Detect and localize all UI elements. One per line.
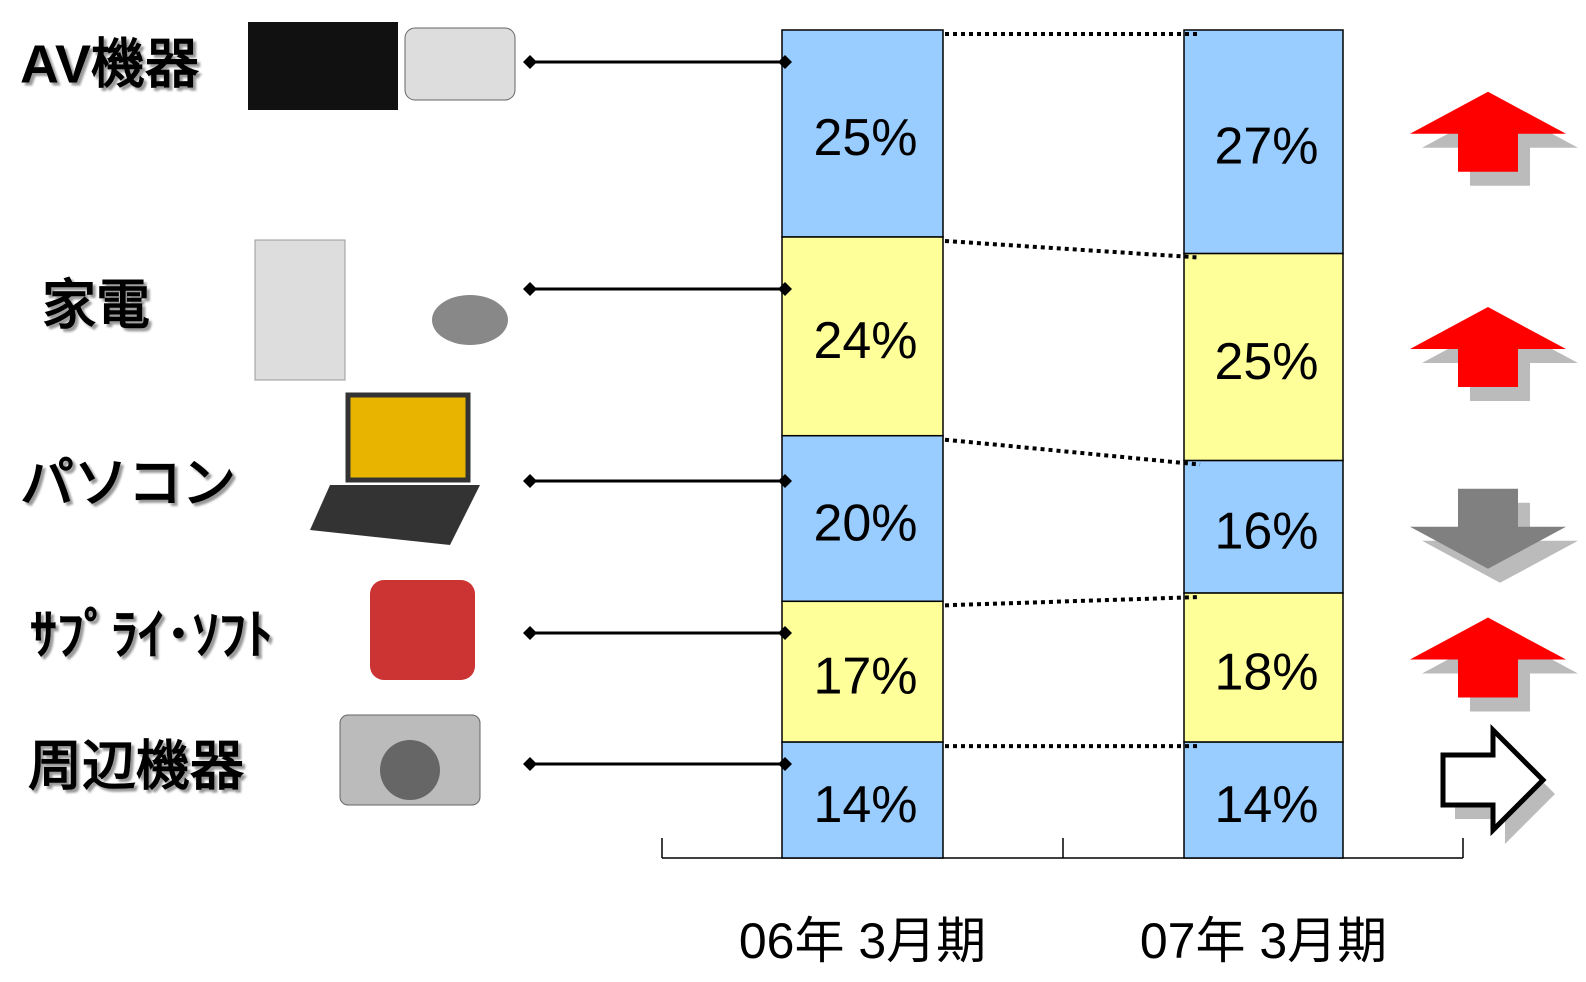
camera-lens <box>380 740 440 800</box>
x-tick-label: 07年 3月期 <box>1140 913 1387 969</box>
x-tick-label: 06年 3月期 <box>739 913 986 969</box>
series-label: 家電 <box>42 275 150 335</box>
bar-segment <box>781 236 944 437</box>
leader-end <box>778 282 792 296</box>
series-label: 周辺機器 <box>28 736 245 796</box>
bar-segment <box>1183 592 1344 743</box>
leader-end <box>523 55 537 69</box>
connector-line <box>944 595 1201 608</box>
series-label: パソコン <box>20 453 236 513</box>
series-label: ｻﾌﾟﾗｲ･ｿﾌﾄ <box>30 605 273 665</box>
leader-end <box>778 757 792 771</box>
value-label: 17% <box>813 647 917 705</box>
camcorder-image <box>404 27 516 101</box>
product-images <box>248 22 516 806</box>
vacuum-image <box>432 295 508 345</box>
bar-segment <box>781 434 944 603</box>
connector-line <box>944 437 1201 467</box>
disc-image <box>370 580 475 680</box>
bar-segment <box>1183 29 1344 255</box>
trend-arrow <box>1410 307 1566 388</box>
value-label: 25% <box>1214 333 1318 391</box>
fridge-image <box>254 239 346 381</box>
trend-arrow <box>1440 724 1547 837</box>
value-label: 18% <box>1214 643 1318 701</box>
bar-segment <box>781 741 944 859</box>
bar-segment <box>781 600 944 743</box>
value-label: 27% <box>1214 118 1318 176</box>
value-label: 14% <box>1214 776 1318 834</box>
bar-segment <box>1183 741 1344 859</box>
trend-arrow <box>1410 91 1566 172</box>
leader-end <box>523 474 537 488</box>
trend-arrow <box>1410 617 1566 698</box>
value-label: 16% <box>1214 503 1318 561</box>
value-label: 25% <box>813 109 917 167</box>
laptop-image <box>345 392 471 483</box>
trend-arrow <box>1410 488 1566 569</box>
leader-end <box>523 626 537 640</box>
series-label: AV機器 <box>20 34 200 94</box>
connector-line <box>944 239 1201 260</box>
laptop-base <box>310 485 480 545</box>
leader-end <box>523 757 537 771</box>
bar-segment <box>1183 459 1344 594</box>
leader-end <box>778 474 792 488</box>
leader-end <box>778 626 792 640</box>
tv-image <box>248 22 398 110</box>
value-label: 14% <box>813 776 917 834</box>
leader-end <box>778 55 792 69</box>
bar-segment <box>1183 252 1344 462</box>
value-label: 20% <box>813 494 917 552</box>
leader-end <box>523 282 537 296</box>
value-label: 24% <box>813 312 917 370</box>
